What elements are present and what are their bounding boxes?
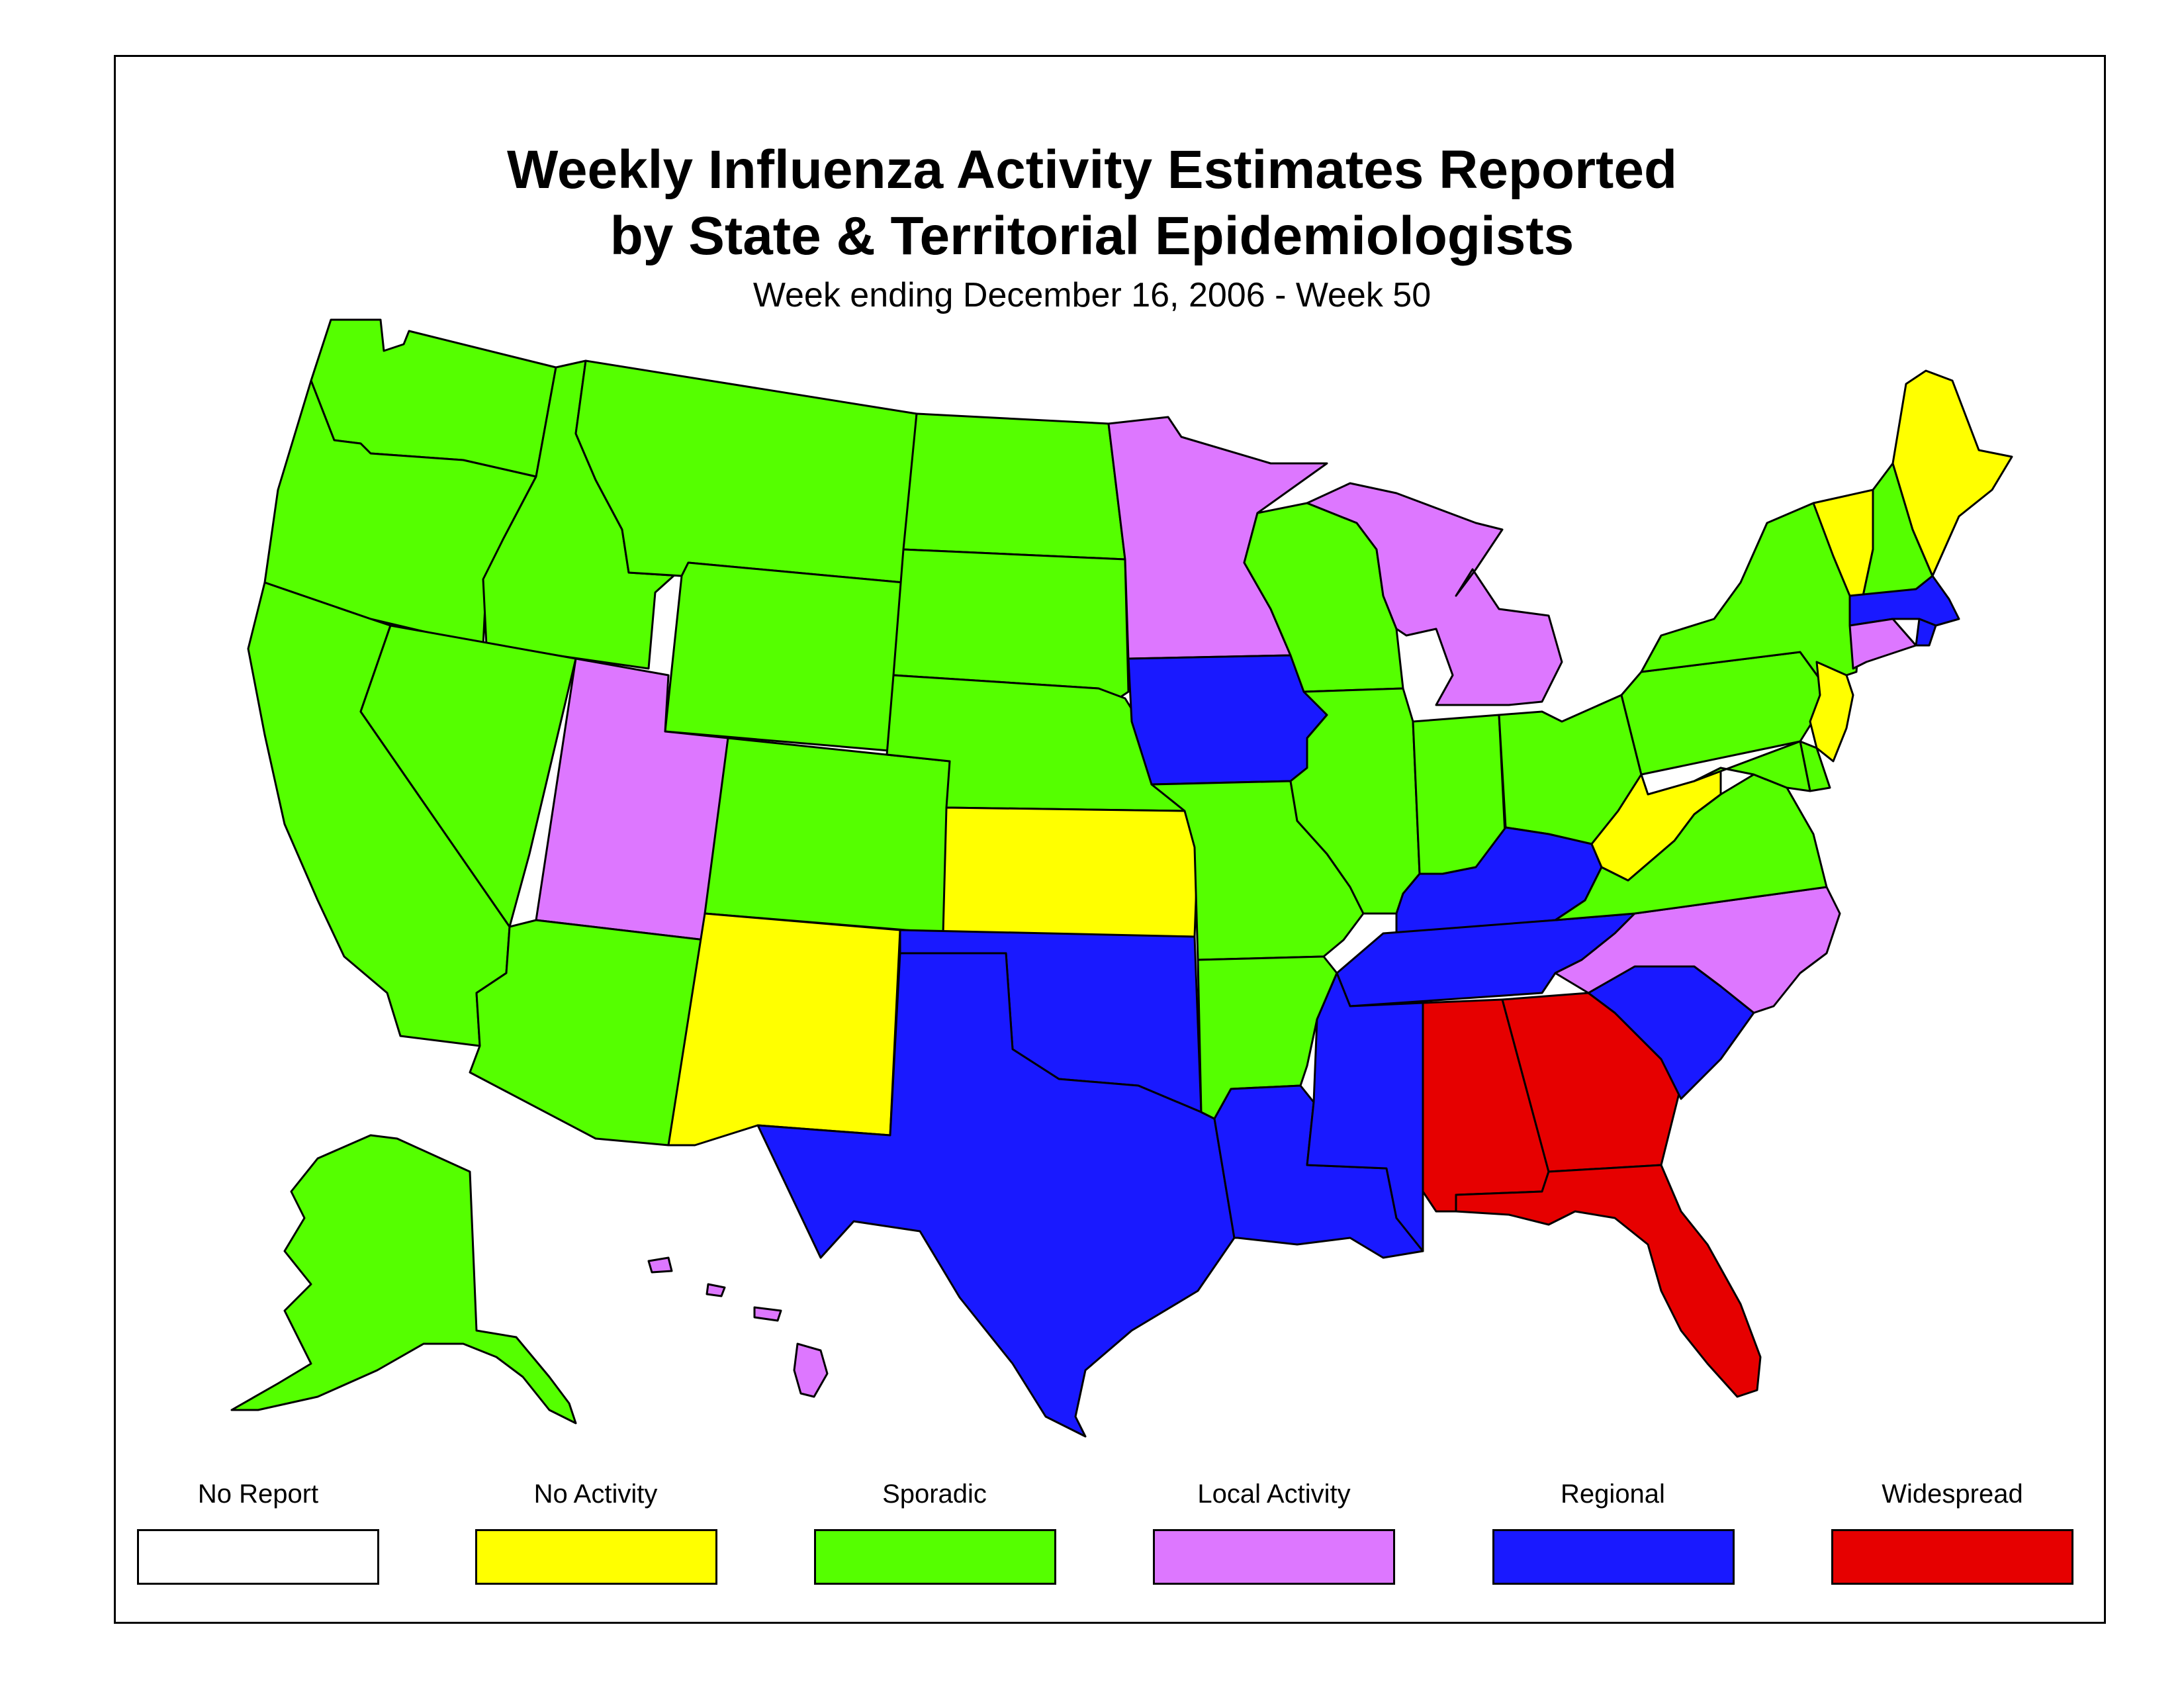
state-new-mexico	[667, 912, 901, 1147]
state-colorado	[704, 737, 951, 935]
map-title-line2: by State & Territorial Epidemiologists	[610, 206, 1574, 266]
state-maine	[1891, 369, 2013, 577]
state-kansas	[942, 806, 1199, 938]
legend-swatch-regional	[1492, 1529, 1735, 1585]
legend-label-local-activity: Local Activity	[1197, 1479, 1351, 1509]
state-north-dakota	[902, 412, 1126, 561]
legend-swatch-local-activity	[1153, 1529, 1395, 1585]
state-wyoming	[664, 561, 905, 753]
state-michigan	[1306, 482, 1563, 706]
state-west-virginia	[1590, 767, 1722, 882]
state-nevada	[359, 624, 577, 928]
state-montana	[574, 359, 918, 584]
state-alaska	[230, 1134, 577, 1425]
legend-label-widespread: Widespread	[1882, 1479, 2023, 1509]
map-subtitle: Week ending December 16, 2006 - Week 50	[752, 276, 1432, 314]
state-new-jersey	[1809, 661, 1854, 763]
legend-label-no-report: No Report	[197, 1479, 319, 1509]
state-maryland	[1693, 740, 1811, 792]
state-arkansas	[1197, 955, 1338, 1120]
state-connecticut	[1848, 618, 1917, 670]
state-hawaii	[647, 1256, 829, 1398]
legend-label-sporadic: Sporadic	[882, 1479, 987, 1509]
state-mississippi	[1306, 972, 1424, 1252]
map-title-line1: Weekly Influenza Activity Estimates Repo…	[506, 140, 1678, 200]
legend-swatch-no-report	[137, 1529, 379, 1585]
state-north-carolina	[1554, 886, 1841, 1014]
legend-swatch-widespread	[1831, 1529, 2073, 1585]
legend-label-regional: Regional	[1561, 1479, 1665, 1509]
legend-swatch-sporadic	[814, 1529, 1056, 1585]
state-south-dakota	[892, 548, 1130, 700]
state-texas	[756, 952, 1236, 1438]
map-frame	[114, 55, 2106, 1624]
state-rhode-island	[1915, 618, 1937, 647]
state-florida	[1455, 1164, 1762, 1398]
legend-label-no-activity: No Activity	[533, 1479, 658, 1509]
legend-swatch-no-activity	[475, 1529, 717, 1585]
